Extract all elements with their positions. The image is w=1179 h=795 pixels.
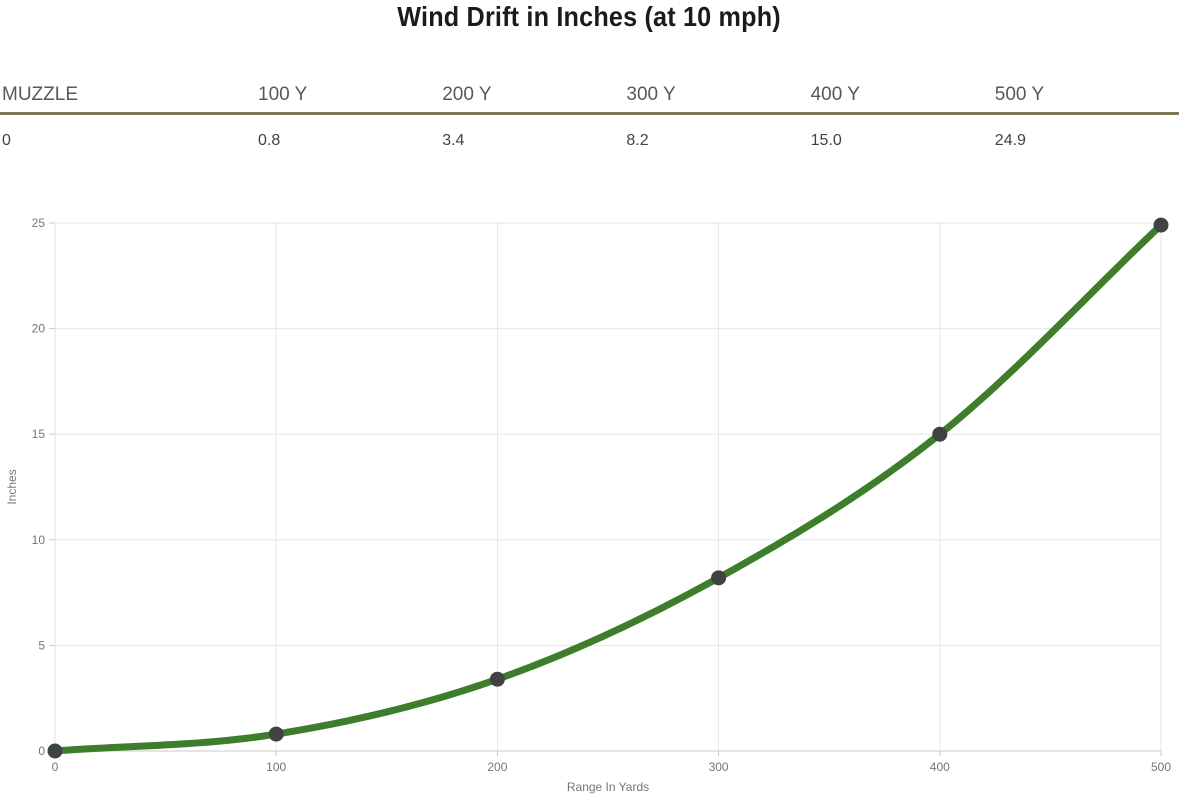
wind-drift-chart-svg: 0 5 10 15 20 25 0 100 200 300 400 500 Range In Yards… bbox=[5, 216, 1171, 794]
x-tick-label: 500 bbox=[1151, 760, 1171, 774]
data-point-marker bbox=[932, 426, 948, 442]
y-tick-label: 10 bbox=[32, 533, 46, 547]
drift-table: MUZZLE 100 Y 200 Y 300 Y 400 Y 500 Y 0 0.8 3.4 8… bbox=[0, 83, 1179, 160]
y-tick-label: 25 bbox=[32, 216, 46, 230]
table-value-cell: 15.0 bbox=[810, 132, 842, 149]
table-value-cell: 0.8 bbox=[258, 132, 281, 149]
table-header-cell: 100 Y bbox=[258, 84, 308, 105]
table-value-cell: 8.2 bbox=[626, 132, 649, 149]
x-tick-label: 300 bbox=[709, 760, 729, 774]
page-title: Wind Drift in Inches (at 10 mph) bbox=[0, 0, 1179, 33]
y-tick-label: 0 bbox=[38, 744, 45, 758]
y-tick-label: 15 bbox=[32, 427, 46, 441]
x-tick-label: 200 bbox=[487, 760, 507, 774]
table-header-cell: MUZZLE bbox=[2, 84, 78, 105]
data-point-marker bbox=[711, 570, 727, 586]
y-tick-label: 20 bbox=[32, 322, 46, 336]
x-tick-label: 100 bbox=[266, 760, 286, 774]
table-value-cell: 0 bbox=[2, 132, 11, 149]
x-tick-label: 0 bbox=[52, 760, 59, 774]
drift-table-value-row: 0 0.8 3.4 8.2 15.0 24.9 bbox=[0, 115, 1179, 160]
table-value-cell: 24.9 bbox=[994, 132, 1026, 149]
data-point-marker bbox=[489, 671, 505, 687]
table-header-cell: 300 Y bbox=[626, 84, 676, 105]
wind-drift-line bbox=[51, 221, 1165, 755]
y-axis-title: Inches bbox=[5, 469, 19, 504]
table-value-cell: 3.4 bbox=[442, 132, 465, 149]
x-tick-label: 400 bbox=[930, 760, 950, 774]
table-header-cell: 200 Y bbox=[442, 84, 492, 105]
data-point-marker bbox=[268, 726, 284, 742]
wind-drift-chart[interactable]: 0 5 10 15 20 25 0 100 200 300 400 500 Range In Yards… bbox=[0, 200, 1179, 795]
drift-table-header-row: MUZZLE 100 Y 200 Y 300 Y 400 Y 500 Y bbox=[0, 83, 1179, 115]
data-point-marker bbox=[47, 743, 63, 759]
table-header-cell: 400 Y bbox=[810, 84, 860, 105]
page-title-text: Wind Drift in Inches (at 10 mph) bbox=[397, 1, 782, 32]
data-point-marker bbox=[1153, 217, 1169, 233]
table-header-cell: 500 Y bbox=[994, 84, 1045, 105]
y-tick-label: 5 bbox=[38, 638, 45, 652]
x-axis-title: Range In Yards bbox=[567, 780, 649, 794]
